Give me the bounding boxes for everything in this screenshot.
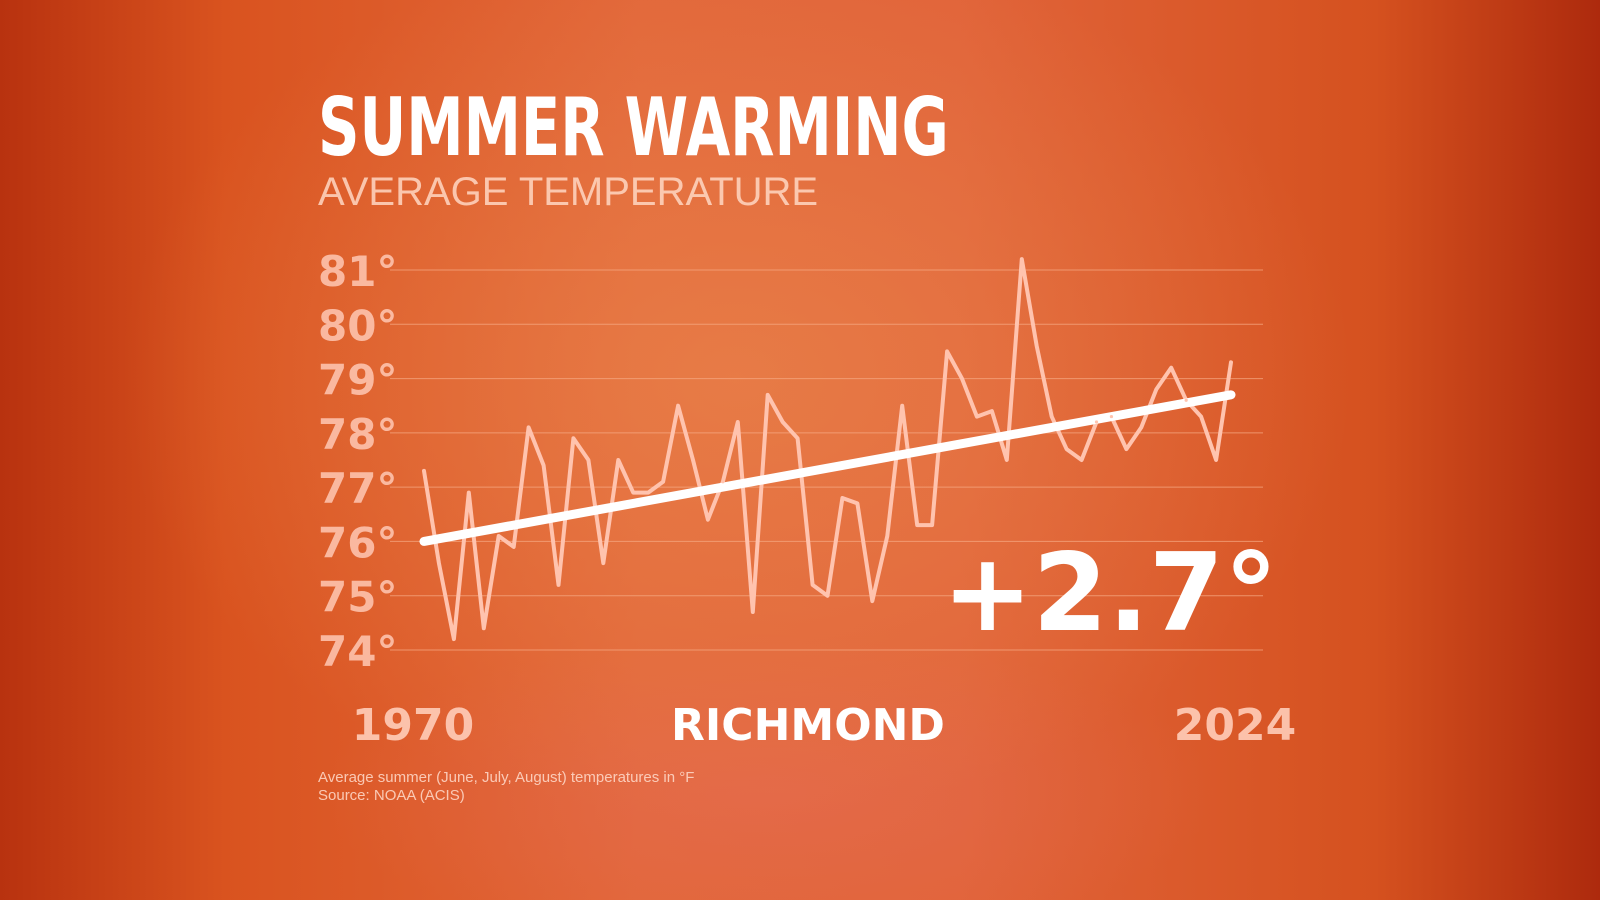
data-point <box>691 458 695 462</box>
y-tick-label: 76° <box>318 518 397 567</box>
data-point <box>497 534 501 538</box>
y-tick-label: 80° <box>318 301 397 350</box>
data-point <box>1229 360 1233 364</box>
data-point <box>796 436 800 440</box>
x-tick-end: 2024 <box>1174 700 1296 751</box>
y-tick-label: 81° <box>318 247 397 296</box>
data-point <box>825 594 830 598</box>
data-point <box>527 425 531 430</box>
data-point <box>661 480 665 484</box>
data-point <box>1050 414 1054 419</box>
trend-line <box>419 390 1236 546</box>
location-label: RICHMOND <box>671 700 945 751</box>
change-label: +2.7° <box>942 531 1278 656</box>
data-point <box>915 523 919 527</box>
data-point <box>870 599 874 603</box>
source-note: Source: NOAA (ACIS) <box>318 787 465 804</box>
data-point <box>601 561 605 565</box>
data-point <box>1109 414 1114 419</box>
data-point <box>1005 458 1009 462</box>
data-point <box>1020 257 1024 261</box>
data-point <box>721 480 725 484</box>
data-point <box>482 626 486 630</box>
data-point <box>781 420 785 424</box>
data-point <box>1214 458 1218 462</box>
data-point <box>1169 366 1173 370</box>
y-axis-ticks: 74° 75° 76° 77° 78° 79° 80° 81° <box>318 247 397 676</box>
data-point <box>1124 447 1128 451</box>
data-point <box>810 583 815 587</box>
y-tick-label: 77° <box>318 464 397 513</box>
data-point <box>1065 447 1069 451</box>
data-point <box>990 409 994 413</box>
data-point <box>900 404 904 408</box>
data-point <box>930 523 934 527</box>
footnote: Average summer (June, July, August) temp… <box>318 769 695 786</box>
data-point <box>422 469 426 473</box>
data-point <box>646 490 650 495</box>
data-point <box>1079 458 1084 462</box>
data-point <box>975 414 979 419</box>
data-point <box>736 420 740 424</box>
chart-subtitle: AVERAGE TEMPERATURE <box>318 170 819 214</box>
data-point <box>840 496 845 500</box>
data-point <box>960 376 964 381</box>
data-point <box>945 349 949 354</box>
chart-title: SUMMER WARMING <box>318 81 949 174</box>
y-tick-label: 78° <box>318 410 397 459</box>
data-point <box>467 490 471 495</box>
data-point <box>1154 387 1158 392</box>
data-points <box>422 257 1233 641</box>
data-point <box>751 610 755 614</box>
data-point <box>1199 414 1203 419</box>
data-point <box>1139 425 1143 430</box>
data-point <box>1035 344 1039 348</box>
gridlines <box>390 269 1263 651</box>
y-tick-label: 75° <box>318 573 397 622</box>
data-point <box>1184 398 1188 402</box>
data-point <box>452 637 456 641</box>
data-point <box>541 463 546 468</box>
data-point <box>616 458 620 462</box>
data-point <box>631 490 635 495</box>
data-point <box>766 393 770 397</box>
data-point <box>571 436 576 440</box>
data-point <box>512 545 516 549</box>
data-point <box>676 404 680 408</box>
y-tick-label: 79° <box>318 356 397 405</box>
data-point <box>556 583 561 587</box>
data-point <box>437 561 441 565</box>
data-point <box>1094 420 1099 424</box>
data-point <box>855 501 859 506</box>
data-point <box>885 534 889 538</box>
x-tick-start: 1970 <box>352 700 474 751</box>
data-point <box>586 458 590 462</box>
data-point <box>706 518 710 522</box>
y-tick-label: 74° <box>318 627 397 676</box>
